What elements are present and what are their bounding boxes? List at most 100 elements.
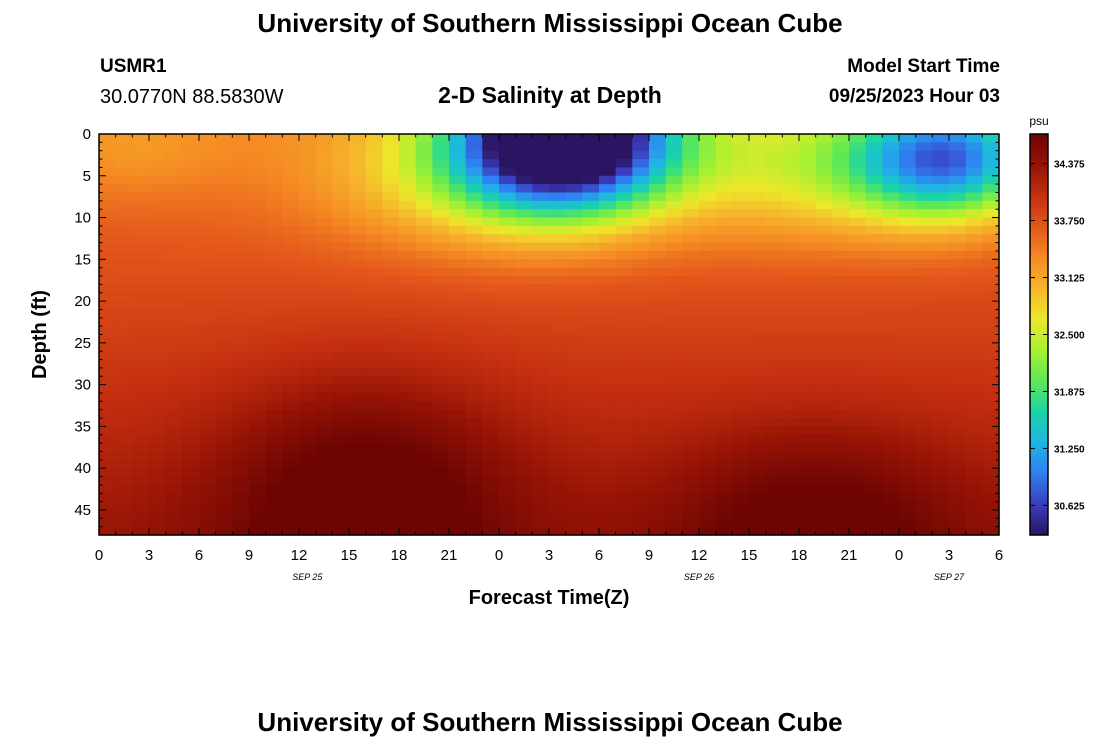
heatmap-cell	[632, 342, 650, 352]
heatmap-cell	[932, 292, 950, 302]
heatmap-cell	[765, 501, 783, 511]
heatmap-cell	[815, 384, 833, 394]
heatmap-cell	[549, 309, 567, 319]
heatmap-cell	[732, 443, 750, 453]
heatmap-cell	[782, 192, 800, 202]
heatmap-cell	[515, 301, 533, 311]
heatmap-cell	[815, 376, 833, 386]
heatmap-cell	[765, 401, 783, 411]
heatmap-cell	[565, 134, 583, 143]
heatmap-cell	[465, 267, 483, 277]
heatmap-cell	[149, 518, 167, 528]
heatmap-cell	[899, 317, 917, 327]
heatmap-cell	[149, 334, 167, 344]
heatmap-cell	[349, 384, 367, 394]
heatmap-cell	[949, 184, 967, 194]
heatmap-cell	[782, 351, 800, 361]
heatmap-cell	[782, 284, 800, 294]
heatmap-cell	[549, 209, 567, 219]
heatmap-cell	[432, 309, 450, 319]
heatmap-cell	[949, 217, 967, 227]
heatmap-cell	[915, 234, 933, 244]
heatmap-cell	[849, 209, 867, 219]
heatmap-cell	[715, 367, 733, 377]
heatmap-cell	[715, 217, 733, 227]
heatmap-cell	[932, 301, 950, 311]
heatmap-cell	[432, 334, 450, 344]
heatmap-cell	[982, 401, 1000, 411]
heatmap-cell	[482, 225, 500, 235]
heatmap-cell	[782, 309, 800, 319]
heatmap-cell	[599, 184, 617, 194]
heatmap-cell	[865, 476, 883, 486]
heatmap-cell	[165, 351, 183, 361]
heatmap-cell	[482, 384, 500, 394]
heatmap-cell	[565, 301, 583, 311]
heatmap-cell	[282, 200, 300, 210]
heatmap-cell	[749, 150, 767, 160]
heatmap-cell	[115, 267, 133, 277]
heatmap-cell	[599, 418, 617, 427]
heatmap-cell	[532, 150, 550, 160]
heatmap-cell	[982, 409, 1000, 419]
heatmap-cell	[899, 217, 917, 227]
heatmap-cell	[799, 476, 817, 486]
heatmap-cell	[599, 150, 617, 160]
heatmap-cell	[832, 434, 850, 444]
heatmap-cell	[149, 459, 167, 469]
heatmap-cell	[732, 175, 750, 185]
heatmap-cell	[949, 167, 967, 177]
heatmap-cell	[132, 209, 150, 219]
heatmap-cell	[765, 518, 783, 528]
heatmap-cell	[632, 209, 650, 219]
heatmap-cell	[599, 292, 617, 302]
heatmap-cell	[582, 484, 600, 494]
heatmap-cell	[115, 426, 133, 436]
heatmap-cell	[432, 142, 450, 152]
heatmap-cell	[615, 267, 633, 277]
heatmap-cell	[732, 192, 750, 202]
heatmap-cell	[182, 309, 200, 319]
heatmap-cell	[849, 184, 867, 194]
heatmap-cell	[115, 384, 133, 394]
heatmap-cell	[699, 317, 717, 327]
heatmap-cell	[715, 150, 733, 160]
heatmap-cell	[765, 434, 783, 444]
heatmap-cell	[165, 409, 183, 419]
heatmap-cell	[332, 167, 350, 177]
heatmap-cell	[249, 443, 267, 453]
heatmap-cell	[815, 326, 833, 336]
heatmap-cell	[149, 501, 167, 511]
heatmap-cell	[499, 217, 517, 227]
heatmap-cell	[715, 301, 733, 311]
heatmap-cell	[415, 317, 433, 327]
heatmap-cell	[249, 184, 267, 194]
heatmap-cell	[949, 142, 967, 152]
heatmap-cell	[365, 292, 383, 302]
heatmap-cell	[549, 401, 567, 411]
heatmap-cell	[365, 159, 383, 169]
heatmap-cell	[649, 367, 667, 377]
heatmap-cell	[582, 459, 600, 469]
heatmap-cell	[232, 526, 250, 536]
heatmap-cell	[232, 267, 250, 277]
heatmap-cell	[782, 250, 800, 260]
heatmap-cell	[465, 250, 483, 260]
heatmap-cell	[782, 359, 800, 369]
heatmap-cell	[332, 367, 350, 377]
heatmap-cell	[265, 342, 283, 352]
heatmap-cell	[699, 267, 717, 277]
heatmap-cell	[332, 434, 350, 444]
heatmap-cell	[782, 209, 800, 219]
heatmap-cell	[149, 526, 167, 536]
heatmap-cell	[932, 526, 950, 536]
heatmap-cell	[365, 142, 383, 152]
heatmap-cell	[765, 326, 783, 336]
heatmap-cell	[149, 142, 167, 152]
heatmap-cell	[182, 359, 200, 369]
heatmap-cell	[615, 209, 633, 219]
heatmap-cell	[282, 459, 300, 469]
heatmap-cell	[782, 317, 800, 327]
heatmap-cell	[349, 326, 367, 336]
heatmap-cell	[965, 284, 983, 294]
